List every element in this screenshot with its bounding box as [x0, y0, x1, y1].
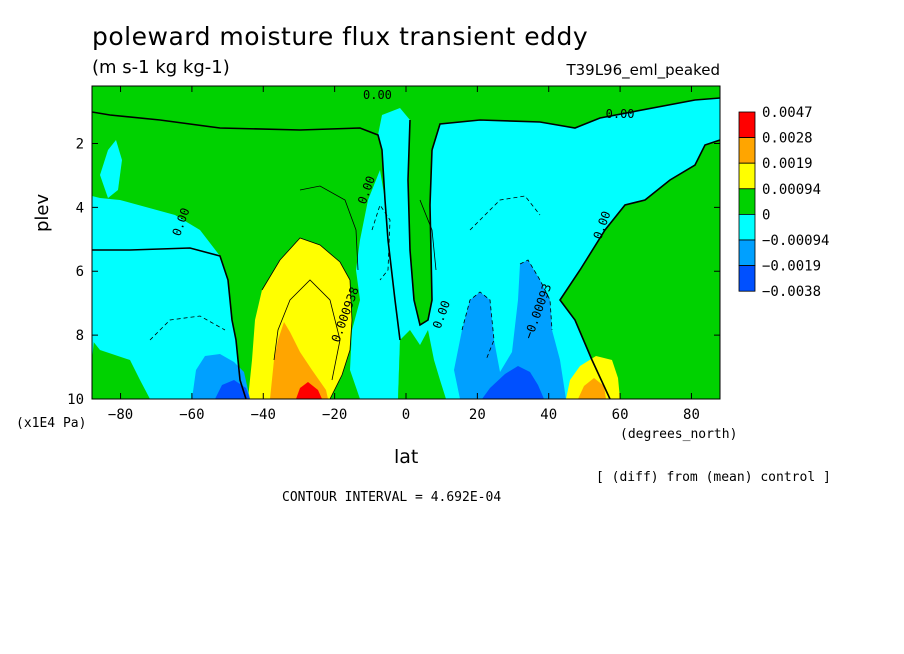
y-tick-label: 10: [67, 392, 84, 408]
colorbar-label: 0.0047: [762, 105, 813, 121]
field-negative-sh-small: [100, 140, 122, 198]
field-orange-nh: [578, 378, 606, 399]
field-positive-nh: [560, 98, 720, 399]
field-positive-top: [92, 86, 720, 325]
x-tick-label: 80: [683, 407, 700, 423]
colorbar-label: −0.0038: [762, 284, 821, 300]
colorbar-label: −0.00094: [762, 233, 829, 249]
colorbar-swatch: [738, 162, 756, 190]
colorbar-label: 0.00094: [762, 182, 821, 198]
colorbar-label: 0.0028: [762, 131, 813, 147]
y-axis-label: plev: [32, 193, 53, 232]
colorbar-label: 0.0019: [762, 156, 813, 172]
x-axis-label: lat: [394, 446, 419, 468]
contour-interval: CONTOUR INTERVAL = 4.692E-04: [282, 490, 502, 505]
colorbar-label: −0.0019: [762, 259, 821, 275]
zero-contours: [92, 97, 720, 399]
y-tick-label: 6: [76, 264, 84, 280]
field-darkblue-nh: [482, 366, 544, 399]
field-darkblue-sh: [215, 380, 250, 399]
colorbar-label: 0: [762, 207, 770, 223]
chart-title: poleward moisture flux transient eddy: [92, 22, 589, 51]
y-axis-unit: (x1E4 Pa): [16, 416, 87, 431]
colorbar-swatch: [738, 239, 756, 267]
x-tick-label: 0: [402, 407, 410, 423]
field-positive-eq: [398, 330, 446, 399]
colorbar-swatch: [738, 265, 756, 292]
x-tick-label: −40: [251, 407, 276, 423]
axis-ticks: −80 −60 −40 −20 0 20 40 60 80 2 4 6 8 10: [67, 86, 720, 423]
field-yellow-nh: [566, 356, 620, 399]
contour-field: [92, 86, 720, 399]
colorbar-swatch: [738, 137, 756, 164]
colorbar-swatch: [738, 111, 756, 139]
field-red-sh: [296, 382, 322, 399]
colorbar: 0.0047 0.0028 0.0019 0.00094 0 −0.00094 −0.001…: [738, 105, 829, 300]
y-tick-label: 2: [76, 136, 84, 152]
colorbar-swatch: [738, 188, 756, 215]
x-tick-label: 40: [540, 407, 557, 423]
x-tick-label: 20: [469, 407, 486, 423]
x-tick-label: −60: [179, 407, 204, 423]
field-orange-sh: [270, 322, 328, 399]
contour-label: 0.00: [606, 107, 635, 121]
run-name: T39L96_eml_peaked: [566, 61, 720, 79]
colorbar-swatch: [738, 213, 756, 241]
diff-note: [ (diff) from (mean) control ]: [596, 470, 831, 485]
chart-units: (m s-1 kg kg-1): [92, 57, 230, 78]
x-tick-label: −80: [108, 407, 133, 423]
contour-label: 0.00: [363, 88, 392, 102]
x-tick-label: −20: [322, 407, 347, 423]
y-tick-label: 4: [76, 200, 84, 216]
negative-contours: [149, 195, 553, 361]
field-negative-center: [350, 170, 400, 399]
field-blue-nh: [454, 260, 566, 399]
positive-contours: [261, 185, 437, 399]
y-tick-label: 8: [76, 328, 84, 344]
x-tick-label: 60: [612, 407, 629, 423]
x-axis-unit: (degrees_north): [620, 427, 738, 442]
